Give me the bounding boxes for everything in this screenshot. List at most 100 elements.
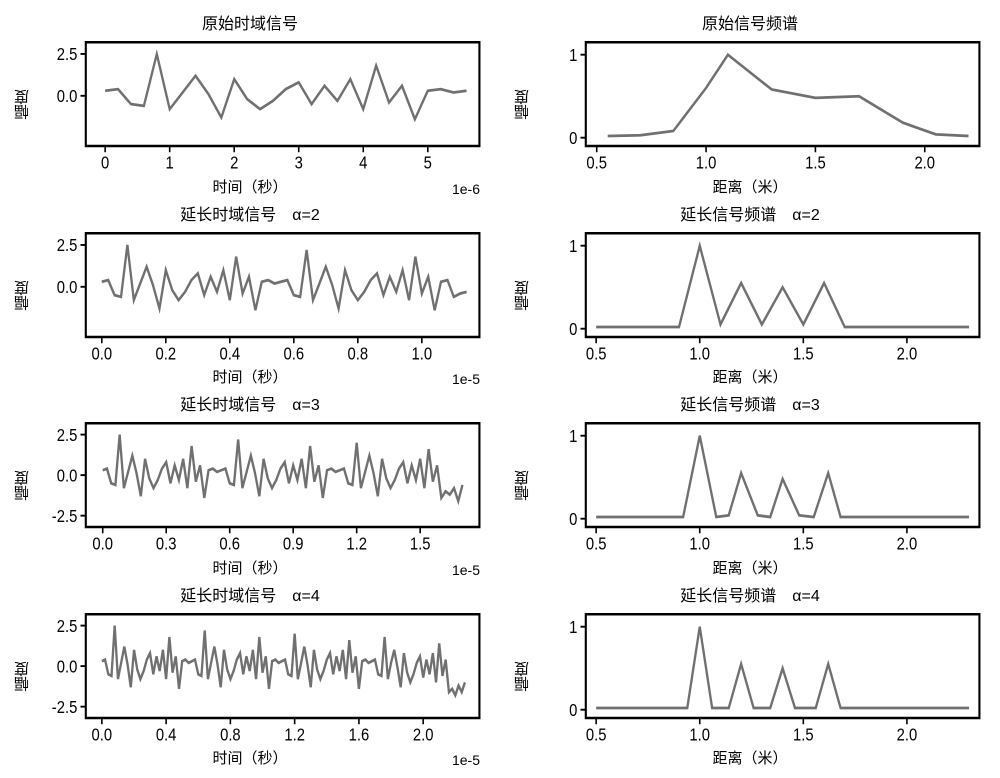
x-axis-label: 时间（秒） bbox=[212, 747, 287, 768]
svg-text:2.5: 2.5 bbox=[57, 236, 78, 255]
svg-text:0.0: 0.0 bbox=[57, 277, 78, 296]
svg-text:2.0: 2.0 bbox=[413, 725, 434, 744]
panel-7: 延长信号频谱 α=4幅度0.51.01.52.001距离（米） bbox=[510, 582, 990, 769]
svg-text:1.0: 1.0 bbox=[689, 344, 710, 363]
y-axis-label: 幅度 bbox=[10, 227, 35, 365]
y-axis-label: 幅度 bbox=[510, 608, 535, 746]
data-series bbox=[102, 625, 465, 695]
svg-text:1: 1 bbox=[166, 153, 174, 172]
x-axis-row: 时间（秒）1e-5 bbox=[10, 555, 490, 578]
x-axis-row: 时间（秒）1e-5 bbox=[10, 364, 490, 387]
chart-grid: 原始时域信号幅度0123450.02.5时间（秒）1e-6原始信号频谱幅度0.5… bbox=[10, 10, 990, 768]
svg-text:1.5: 1.5 bbox=[410, 534, 431, 553]
svg-text:2.0: 2.0 bbox=[897, 725, 918, 744]
svg-text:0: 0 bbox=[569, 319, 577, 338]
plot-area: 幅度0.51.01.52.001 bbox=[510, 227, 990, 365]
svg-text:-2.5: -2.5 bbox=[52, 697, 78, 716]
svg-text:0.9: 0.9 bbox=[283, 534, 304, 553]
data-series bbox=[596, 245, 969, 326]
plot-area: 幅度0.00.30.60.91.21.5-2.50.02.5 bbox=[10, 417, 490, 555]
svg-text:2.5: 2.5 bbox=[57, 426, 78, 445]
svg-text:1.0: 1.0 bbox=[412, 344, 433, 363]
plot-area: 幅度0123450.02.5 bbox=[10, 36, 490, 174]
svg-text:2.5: 2.5 bbox=[57, 616, 78, 635]
chart-svg: 0.00.40.81.21.62.0-2.50.02.5 bbox=[35, 608, 490, 746]
svg-text:1.5: 1.5 bbox=[793, 344, 814, 363]
plot-area: 幅度0.00.40.81.21.62.0-2.50.02.5 bbox=[10, 608, 490, 746]
x-axis-label: 时间（秒） bbox=[212, 176, 287, 197]
svg-text:1: 1 bbox=[569, 46, 577, 65]
svg-text:0.6: 0.6 bbox=[219, 534, 240, 553]
plot-area: 幅度0.51.01.52.001 bbox=[510, 417, 990, 555]
data-series bbox=[102, 245, 467, 310]
panel-0: 原始时域信号幅度0123450.02.5时间（秒）1e-6 bbox=[10, 10, 490, 197]
y-axis-label: 幅度 bbox=[510, 36, 535, 174]
svg-text:0.5: 0.5 bbox=[586, 725, 607, 744]
chart-svg: 0.00.30.60.91.21.5-2.50.02.5 bbox=[35, 417, 490, 555]
svg-text:3: 3 bbox=[295, 153, 303, 172]
panel-2: 延长时域信号 α=2幅度0.00.20.40.60.81.00.02.5时间（秒… bbox=[10, 201, 490, 388]
svg-text:1: 1 bbox=[569, 427, 577, 446]
x-axis-row: 时间（秒） 1e-6 bbox=[10, 174, 490, 197]
y-axis-label: 幅度 bbox=[510, 417, 535, 555]
x-axis-label: 距离（米） bbox=[712, 176, 787, 197]
svg-text:1.5: 1.5 bbox=[793, 725, 814, 744]
svg-text:1.5: 1.5 bbox=[793, 534, 814, 553]
y-axis-label: 幅度 bbox=[10, 36, 35, 174]
axis-exponent: 1e-5 bbox=[452, 752, 480, 768]
svg-text:0.0: 0.0 bbox=[57, 87, 78, 106]
chart-svg: 0.51.01.52.001 bbox=[535, 608, 990, 746]
svg-text:4: 4 bbox=[359, 153, 367, 172]
svg-text:0.6: 0.6 bbox=[284, 344, 305, 363]
svg-text:0.3: 0.3 bbox=[156, 534, 177, 553]
data-series bbox=[105, 54, 466, 119]
panel-6: 延长时域信号 α=4幅度0.00.40.81.21.62.0-2.50.02.5… bbox=[10, 582, 490, 769]
svg-text:0.8: 0.8 bbox=[220, 725, 241, 744]
panel-5: 延长信号频谱 α=3幅度0.51.01.52.001距离（米） bbox=[510, 391, 990, 578]
data-series bbox=[103, 435, 463, 502]
y-axis-label: 幅度 bbox=[10, 608, 35, 746]
x-axis-row: 时间（秒） 1e-5 bbox=[10, 745, 490, 768]
svg-text:-2.5: -2.5 bbox=[52, 507, 78, 526]
svg-text:0: 0 bbox=[569, 700, 577, 719]
x-axis-label: 时间（秒） bbox=[212, 557, 287, 578]
svg-text:0.0: 0.0 bbox=[91, 344, 112, 363]
data-series bbox=[608, 55, 969, 136]
svg-text:0.5: 0.5 bbox=[586, 534, 607, 553]
panel-title: 原始信号频谱 bbox=[702, 10, 798, 34]
x-axis-row: 距离（米） bbox=[510, 555, 990, 578]
panel-title: 原始时域信号 bbox=[202, 10, 298, 34]
panel-title: 延长时域信号 α=3 bbox=[180, 391, 320, 415]
svg-text:2.0: 2.0 bbox=[897, 344, 918, 363]
svg-text:1.2: 1.2 bbox=[284, 725, 305, 744]
svg-text:1.0: 1.0 bbox=[696, 153, 717, 172]
y-axis-label: 幅度 bbox=[510, 227, 535, 365]
svg-text:2.0: 2.0 bbox=[914, 153, 935, 172]
panel-title: 延长信号频谱 α=4 bbox=[680, 582, 820, 606]
x-axis-row: 距离（米） bbox=[510, 364, 990, 387]
x-axis-label: 距离（米） bbox=[712, 747, 787, 768]
svg-text:0.0: 0.0 bbox=[92, 534, 113, 553]
svg-text:0.2: 0.2 bbox=[156, 344, 177, 363]
panel-title: 延长时域信号 α=4 bbox=[180, 582, 320, 606]
panel-title: 延长信号频谱 α=2 bbox=[680, 201, 820, 225]
panel-4: 延长时域信号 α=3幅度0.00.30.60.91.21.5-2.50.02.5… bbox=[10, 391, 490, 578]
svg-text:0: 0 bbox=[569, 129, 577, 148]
svg-text:0.5: 0.5 bbox=[586, 344, 607, 363]
svg-text:1.5: 1.5 bbox=[805, 153, 826, 172]
x-axis-row: 距离（米） bbox=[510, 174, 990, 197]
chart-svg: 0.51.01.52.001 bbox=[535, 36, 990, 174]
svg-text:1: 1 bbox=[569, 617, 577, 636]
svg-text:0: 0 bbox=[101, 153, 109, 172]
svg-text:5: 5 bbox=[424, 153, 432, 172]
plot-area: 幅度0.51.01.52.001 bbox=[510, 36, 990, 174]
svg-text:0.0: 0.0 bbox=[57, 466, 78, 485]
panel-title: 延长信号频谱 α=3 bbox=[680, 391, 820, 415]
axis-exponent: 1e-6 bbox=[452, 181, 480, 197]
y-axis-label: 幅度 bbox=[10, 417, 35, 555]
chart-svg: 0.00.20.40.60.81.00.02.5 bbox=[35, 227, 490, 365]
panel-3: 延长信号频谱 α=2幅度0.51.01.52.001距离（米） bbox=[510, 201, 990, 388]
axis-exponent: 1e-5 bbox=[452, 371, 480, 387]
svg-text:0.4: 0.4 bbox=[156, 725, 177, 744]
svg-text:0.8: 0.8 bbox=[348, 344, 369, 363]
